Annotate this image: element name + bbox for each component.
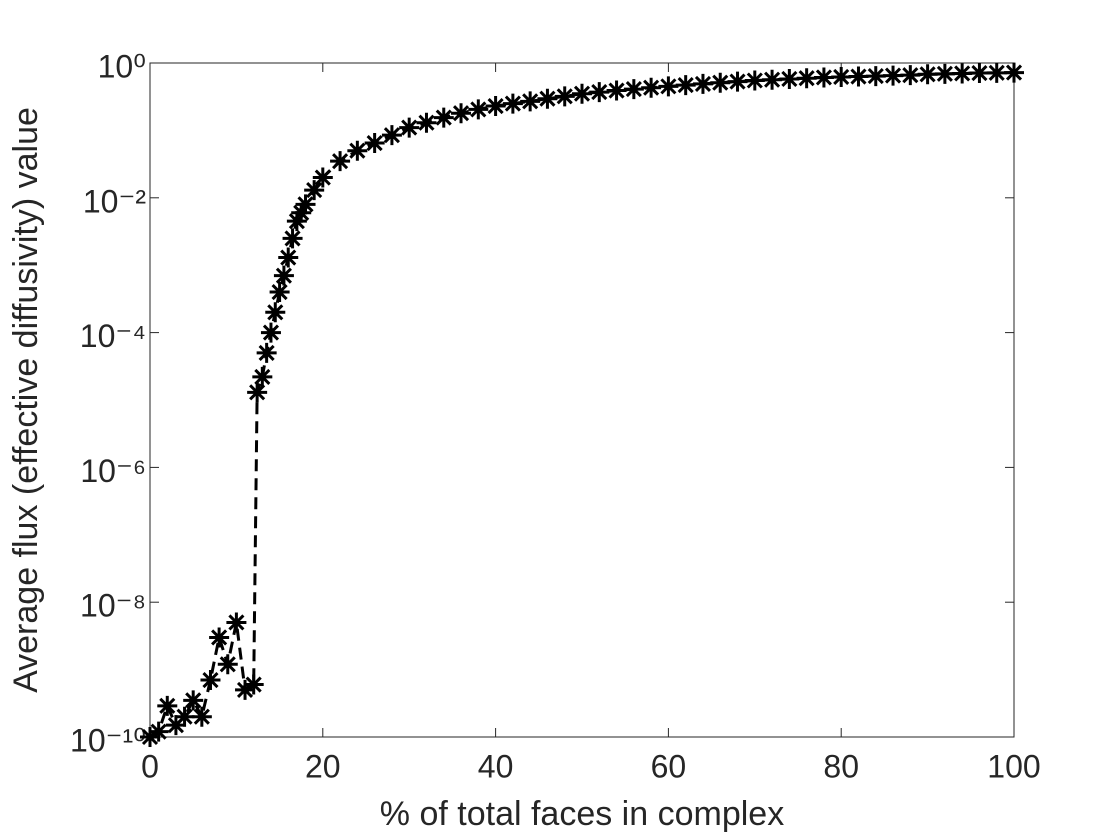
data-marker <box>157 695 178 716</box>
data-marker <box>291 202 312 223</box>
data-marker <box>399 117 420 138</box>
data-marker <box>606 80 627 101</box>
data-marker <box>468 99 489 120</box>
data-marker <box>226 612 247 633</box>
data-marker <box>813 67 834 88</box>
y-tick-label: 10⁻¹⁰ <box>70 722 146 758</box>
data-marker <box>416 112 437 133</box>
x-tick-label: 20 <box>305 748 341 784</box>
data-marker <box>848 66 869 87</box>
data-marker <box>485 96 506 117</box>
data-marker <box>1004 62 1024 83</box>
data-marker <box>252 366 273 387</box>
data-marker <box>433 107 454 128</box>
data-marker <box>260 322 281 343</box>
data-marker <box>312 167 333 188</box>
data-marker <box>330 151 351 172</box>
data-marker <box>269 282 290 303</box>
data-marker <box>278 247 299 268</box>
y-axis-label: Average flux (effective diffusivity) val… <box>7 107 45 693</box>
x-tick-label: 0 <box>141 748 159 784</box>
data-marker <box>554 86 575 107</box>
data-marker <box>589 82 610 103</box>
y-tick-label: 10⁻⁸ <box>80 588 146 624</box>
data-marker <box>243 674 264 695</box>
data-marker <box>247 382 268 403</box>
data-marker <box>952 63 973 84</box>
data-marker <box>209 627 230 648</box>
data-marker <box>692 73 713 94</box>
data-marker <box>295 194 316 215</box>
x-tick-label: 40 <box>478 748 514 784</box>
data-marker <box>502 93 523 114</box>
data-marker <box>217 654 238 675</box>
plot-frame <box>149 62 1015 738</box>
data-marker <box>265 302 286 323</box>
data-marker <box>762 69 783 90</box>
data-marker <box>675 75 696 96</box>
data-marker <box>174 706 195 727</box>
data-marker <box>200 670 221 691</box>
data-marker <box>986 62 1007 83</box>
data-marker <box>140 727 160 747</box>
x-tick-label: 60 <box>651 748 687 784</box>
data-marker <box>282 228 303 249</box>
data-marker <box>148 721 169 742</box>
data-marker <box>623 79 644 100</box>
data-marker <box>273 265 294 286</box>
data-marker <box>451 103 472 124</box>
data-marker <box>235 679 256 700</box>
y-tick-label: 10⁻⁴ <box>80 318 146 354</box>
data-marker <box>183 690 204 711</box>
data-marker <box>831 66 852 87</box>
data-marker <box>572 83 592 104</box>
data-marker <box>779 68 800 89</box>
data-marker <box>347 140 368 161</box>
data-marker <box>304 180 325 201</box>
data-marker <box>744 70 765 91</box>
y-tick-label: 10⁰ <box>98 48 146 84</box>
data-marker <box>165 715 186 736</box>
data-marker <box>883 65 904 86</box>
data-marker <box>537 88 558 109</box>
data-marker <box>934 63 955 84</box>
data-marker <box>969 63 990 84</box>
data-marker <box>658 76 679 97</box>
data-marker <box>286 211 307 232</box>
data-marker <box>520 91 541 112</box>
data-marker <box>796 68 817 89</box>
data-marker <box>641 77 662 98</box>
data-marker <box>710 72 731 93</box>
data-marker <box>917 64 938 85</box>
data-marker <box>900 65 921 86</box>
data-marker <box>381 125 402 146</box>
y-tick-label: 10⁻⁶ <box>80 453 146 489</box>
y-tick-label: 10⁻² <box>83 183 146 219</box>
data-marker <box>865 66 886 87</box>
x-tick-label: 80 <box>823 748 859 784</box>
data-marker <box>364 133 385 154</box>
x-tick-label: 100 <box>987 748 1040 784</box>
data-marker <box>191 706 212 727</box>
x-axis-label: % of total faces in complex <box>380 795 784 833</box>
data-marker <box>727 71 748 92</box>
data-marker <box>256 342 277 363</box>
